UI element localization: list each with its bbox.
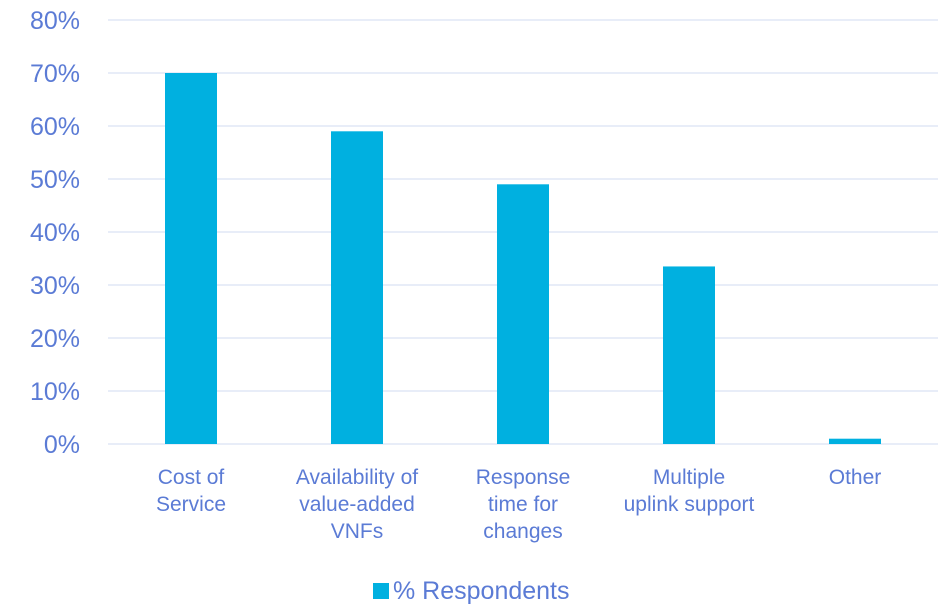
y-tick-label: 50%	[30, 166, 80, 194]
x-category-label-line: uplink support	[624, 493, 755, 516]
x-category-label-line: time for	[488, 493, 558, 516]
legend: % Respondents	[373, 577, 570, 605]
x-category-label-line: VNFs	[331, 520, 384, 543]
x-axis-category-labels: Cost of Service Availability of value-added…	[156, 466, 881, 543]
legend-label-respondents: % Respondents	[393, 577, 570, 605]
bar	[497, 184, 549, 445]
x-category-label: Cost of Service	[156, 466, 226, 516]
y-tick-label: 20%	[30, 325, 80, 353]
bar	[829, 438, 881, 444]
x-category-label: Other	[829, 466, 882, 489]
x-category-label-line: Multiple	[653, 466, 725, 489]
y-tick-label: 70%	[30, 60, 80, 88]
bar	[331, 131, 383, 445]
x-category-label-line: value-added	[299, 493, 415, 516]
y-tick-label: 80%	[30, 7, 80, 35]
x-category-label-line: Service	[156, 493, 226, 516]
x-category-label: Availability of value-added VNFs	[296, 466, 418, 543]
y-tick-label: 30%	[30, 272, 80, 300]
x-category-label: Multiple uplink support	[624, 466, 755, 516]
y-tick-label: 40%	[30, 219, 80, 247]
x-category-label: Response time for changes	[476, 466, 571, 543]
legend-swatch-respondents	[373, 583, 389, 599]
y-axis-tick-labels: 0% 10% 20% 30% 40% 50% 60% 70% 80%	[30, 7, 80, 459]
x-category-label-line: Other	[829, 466, 882, 489]
x-category-label-line: Availability of	[296, 466, 418, 489]
x-category-label-line: changes	[483, 520, 562, 543]
y-tick-label: 0%	[44, 431, 80, 459]
y-tick-label: 60%	[30, 113, 80, 141]
bar	[165, 73, 217, 444]
x-category-label-line: Response	[476, 466, 571, 489]
bar	[663, 266, 715, 444]
x-category-label-line: Cost of	[158, 466, 225, 489]
bars	[165, 73, 881, 445]
y-tick-label: 10%	[30, 378, 80, 406]
